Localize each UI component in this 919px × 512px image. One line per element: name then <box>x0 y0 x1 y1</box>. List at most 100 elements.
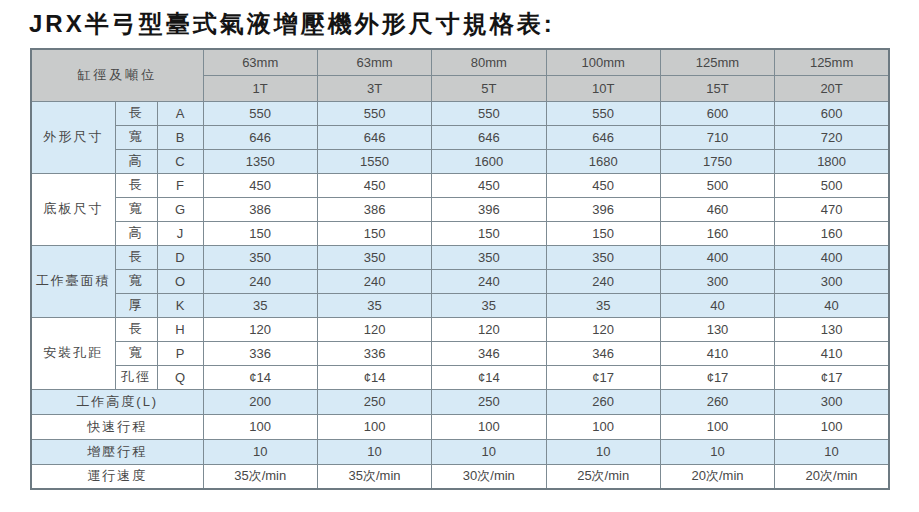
value-cell: 410 <box>660 341 774 365</box>
value-cell: 646 <box>546 125 660 149</box>
spec-table-body: 外形尺寸長A550550550550600600寬B64664664664671… <box>31 101 889 489</box>
value-cell: 30次/min <box>432 464 546 489</box>
value-cell: 150 <box>317 221 431 245</box>
value-cell: 10 <box>317 439 431 464</box>
code-cell: P <box>157 341 203 365</box>
value-cell: 300 <box>775 269 889 293</box>
value-cell: 10 <box>660 439 774 464</box>
value-cell: 550 <box>432 101 546 125</box>
dim-cell: 寬 <box>115 269 157 293</box>
group-label-cell: 底板尺寸 <box>31 173 115 245</box>
value-cell: ¢17 <box>775 365 889 389</box>
table-row: 底板尺寸長F450450450450500500 <box>31 173 889 197</box>
value-cell: 450 <box>432 173 546 197</box>
group-label-cell: 工作臺面積 <box>31 245 115 317</box>
value-cell: 120 <box>203 317 317 341</box>
value-cell: 550 <box>546 101 660 125</box>
dim-cell: 長 <box>115 245 157 269</box>
code-cell: J <box>157 221 203 245</box>
value-cell: 120 <box>546 317 660 341</box>
code-cell: B <box>157 125 203 149</box>
dim-cell: 寬 <box>115 197 157 221</box>
table-row: 寬B646646646646710720 <box>31 125 889 149</box>
value-cell: 1750 <box>660 149 774 173</box>
value-cell: 35 <box>432 293 546 317</box>
value-cell: 160 <box>775 221 889 245</box>
value-cell: 386 <box>203 197 317 221</box>
table-row: 工作臺面積長D350350350350400400 <box>31 245 889 269</box>
code-cell: O <box>157 269 203 293</box>
col-diameter-2: 80mm <box>432 49 546 75</box>
col-diameter-3: 100mm <box>546 49 660 75</box>
value-cell: 450 <box>317 173 431 197</box>
value-cell: ¢17 <box>546 365 660 389</box>
col-diameter-1: 63mm <box>317 49 431 75</box>
value-cell: 25次/min <box>546 464 660 489</box>
table-row: 寬P336336346346410410 <box>31 341 889 365</box>
table-row: 增壓行程101010101010 <box>31 439 889 464</box>
value-cell: ¢14 <box>203 365 317 389</box>
value-cell: 470 <box>775 197 889 221</box>
value-cell: 1680 <box>546 149 660 173</box>
value-cell: 336 <box>317 341 431 365</box>
dim-cell: 寬 <box>115 341 157 365</box>
value-cell: 396 <box>432 197 546 221</box>
value-cell: 646 <box>432 125 546 149</box>
col-diameter-4: 125mm <box>660 49 774 75</box>
col-tonnage-1: 3T <box>317 75 431 101</box>
value-cell: 10 <box>546 439 660 464</box>
value-cell: 40 <box>775 293 889 317</box>
code-cell: C <box>157 149 203 173</box>
code-cell: F <box>157 173 203 197</box>
value-cell: 350 <box>317 245 431 269</box>
value-cell: 400 <box>660 245 774 269</box>
value-cell: 1600 <box>432 149 546 173</box>
value-cell: 710 <box>660 125 774 149</box>
value-cell: 240 <box>203 269 317 293</box>
value-cell: 10 <box>203 439 317 464</box>
dim-cell: 厚 <box>115 293 157 317</box>
value-cell: 600 <box>660 101 774 125</box>
code-cell: D <box>157 245 203 269</box>
col-tonnage-5: 20T <box>775 75 889 101</box>
value-cell: 410 <box>775 341 889 365</box>
value-cell: 386 <box>317 197 431 221</box>
col-diameter-5: 125mm <box>775 49 889 75</box>
value-cell: 250 <box>432 389 546 414</box>
value-cell: 336 <box>203 341 317 365</box>
dim-cell: 長 <box>115 317 157 341</box>
group-label-cell: 外形尺寸 <box>31 101 115 173</box>
value-cell: 646 <box>317 125 431 149</box>
value-cell: 100 <box>432 414 546 439</box>
value-cell: 10 <box>775 439 889 464</box>
col-diameter-0: 63mm <box>203 49 317 75</box>
summary-label-cell: 工作高度(L) <box>31 389 203 414</box>
value-cell: 250 <box>317 389 431 414</box>
value-cell: 10 <box>432 439 546 464</box>
value-cell: 550 <box>317 101 431 125</box>
value-cell: 100 <box>317 414 431 439</box>
value-cell: 260 <box>660 389 774 414</box>
value-cell: 35 <box>203 293 317 317</box>
value-cell: 35次/min <box>317 464 431 489</box>
table-row: 運行速度35次/min35次/min30次/min25次/min20次/min2… <box>31 464 889 489</box>
value-cell: 500 <box>660 173 774 197</box>
code-cell: K <box>157 293 203 317</box>
value-cell: 600 <box>775 101 889 125</box>
value-cell: 240 <box>432 269 546 293</box>
value-cell: 35 <box>546 293 660 317</box>
value-cell: 20次/min <box>775 464 889 489</box>
value-cell: 150 <box>203 221 317 245</box>
table-row: 高C135015501600168017501800 <box>31 149 889 173</box>
value-cell: 35次/min <box>203 464 317 489</box>
value-cell: 100 <box>775 414 889 439</box>
value-cell: 150 <box>432 221 546 245</box>
value-cell: 350 <box>546 245 660 269</box>
value-cell: 300 <box>775 389 889 414</box>
summary-label-cell: 增壓行程 <box>31 439 203 464</box>
dim-cell: 孔徑 <box>115 365 157 389</box>
table-row: 寬G386386396396460470 <box>31 197 889 221</box>
dim-cell: 長 <box>115 173 157 197</box>
value-cell: 300 <box>660 269 774 293</box>
header-row-diameter: 缸徑及噸位 63mm63mm80mm100mm125mm125mm <box>31 49 889 75</box>
